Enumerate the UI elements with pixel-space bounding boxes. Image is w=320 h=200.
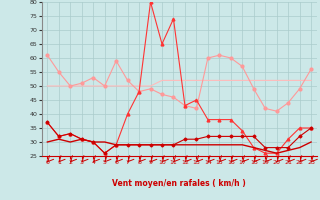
X-axis label: Vent moyen/en rafales ( km/h ): Vent moyen/en rafales ( km/h ): [112, 179, 246, 188]
